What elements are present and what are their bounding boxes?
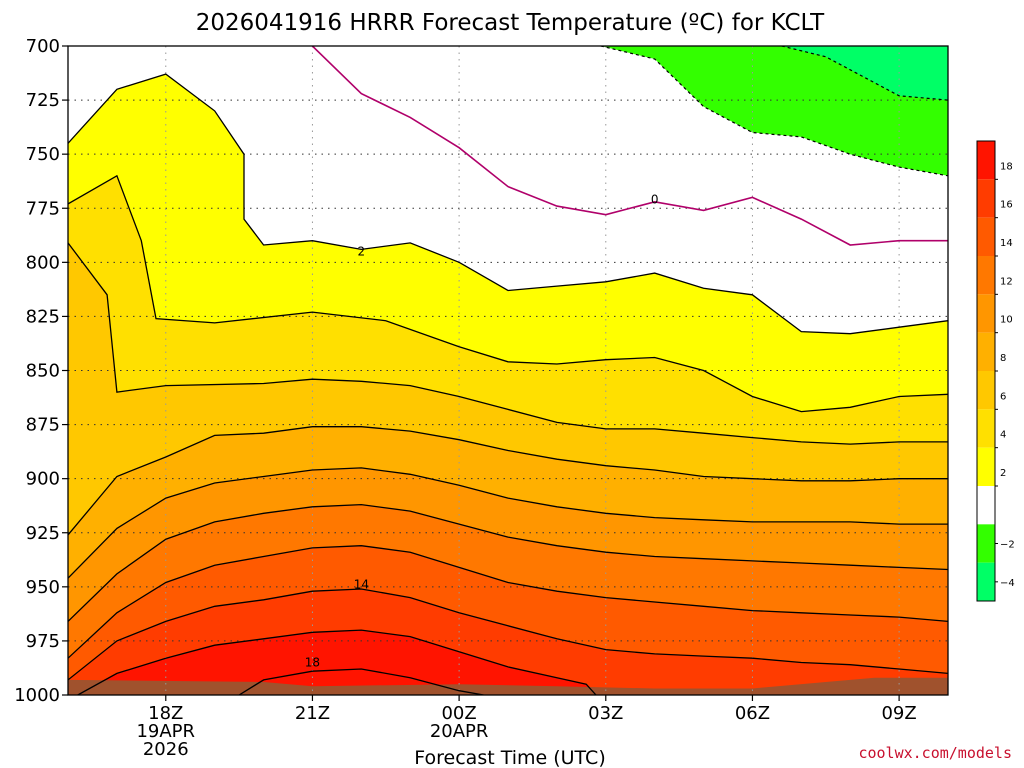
colorbar-tick-label: −4: [1000, 578, 1015, 589]
colorbar-swatch: [977, 332, 995, 371]
colorbar-swatch: [977, 256, 995, 295]
colorbar-tick-label: −2: [1000, 540, 1015, 551]
y-tick-label: 875: [26, 415, 60, 436]
x-tick-label: 00Z: [441, 703, 476, 724]
y-tick-label: 900: [26, 469, 60, 490]
y-tick-label: 1000: [14, 685, 60, 706]
x-tick-label: 2026: [143, 739, 189, 760]
isotherm-two_a: [68, 73, 948, 335]
contour-label: 18: [305, 656, 320, 670]
colorbar-tick-label: 4: [1000, 430, 1006, 441]
y-axis: 700 725 750 775 800 825 850 875 900 925 950 975 1000: [14, 36, 68, 706]
x-tick-label: 19APR: [136, 721, 195, 742]
y-tick-label: 725: [26, 90, 60, 111]
isotherm-eight: [68, 426, 948, 536]
isotherm-minus4: [781, 46, 948, 101]
y-tick-label: 925: [26, 523, 60, 544]
colorbar-swatch: [977, 524, 995, 563]
y-tick-label: 800: [26, 252, 60, 273]
colorbar-swatch: [977, 562, 995, 601]
fill-minus4-to-minus2: [600, 46, 948, 176]
y-tick-label: 950: [26, 577, 60, 598]
colorbar-swatch: [977, 447, 995, 486]
x-tick-label: 06Z: [735, 703, 770, 724]
x-tick-label: 18Z: [148, 703, 183, 724]
y-tick-label: 750: [26, 144, 60, 165]
x-tick-label: 03Z: [588, 703, 623, 724]
isotherm-zero: [311, 46, 948, 246]
colorbar-tick-label: 18: [1000, 161, 1013, 172]
colorbar-swatch: [977, 371, 995, 410]
chart-title: 2026041916 HRRR Forecast Temperature (ºC…: [196, 10, 825, 36]
colorbar-swatch: [977, 486, 995, 525]
colorbar-tick-label: 6: [1000, 391, 1006, 402]
isotherm-minus2: [600, 46, 948, 177]
colorbar-swatch: [977, 179, 995, 218]
contour-label-layer: 0 2 14 18: [305, 193, 659, 670]
colorbar-tick-label: 2: [1000, 468, 1006, 479]
isotherm-twenty: [238, 668, 484, 695]
y-tick-label: 775: [26, 198, 60, 219]
isotherm-four: [68, 174, 948, 413]
colorbar-tick-label: 16: [1000, 200, 1013, 211]
y-tick-label: 700: [26, 36, 60, 57]
credit-text: coolwx.com/models: [858, 744, 1012, 762]
contour-label: 14: [354, 578, 369, 592]
colorbar-tick-label: 12: [1000, 276, 1013, 287]
isotherm-fourteen: [68, 545, 948, 659]
y-tick-label: 850: [26, 361, 60, 382]
contour-label: 2: [358, 245, 366, 259]
isotherm-layer: [68, 46, 948, 695]
colorbar-tick-label: 14: [1000, 238, 1013, 249]
fill-18-to-20: [77, 630, 596, 695]
fill-minus6-to-minus4: [781, 46, 948, 101]
colorbar-swatch: [977, 141, 995, 180]
colorbar-tick-label: 8: [1000, 353, 1006, 364]
isotherm-ten: [68, 467, 948, 579]
x-tick-label: 09Z: [881, 703, 916, 724]
y-tick-label: 825: [26, 306, 60, 327]
colorbar-swatch: [977, 217, 995, 256]
isotherm-six: [68, 242, 948, 445]
isotherm-sixteen: [68, 588, 948, 681]
y-tick-label: 975: [26, 631, 60, 652]
colorbar-legend: 18 16 14 12 10 8 6 4 2 −2 −4: [976, 140, 1015, 602]
isotherm-eighteen: [77, 629, 597, 695]
contour-label: 0: [651, 193, 659, 207]
x-tick-label: 20APR: [430, 721, 489, 742]
grid-layer: [68, 45, 948, 696]
colorbar-swatch: [977, 409, 995, 448]
ground-surface: [68, 677, 948, 695]
isotherm-twelve: [68, 503, 948, 622]
x-tick-label: 21Z: [295, 703, 330, 724]
colorbar-swatch: [977, 294, 995, 333]
colorbar-tick-label: 10: [1000, 315, 1013, 326]
x-axis-label: Forecast Time (UTC): [414, 747, 605, 768]
